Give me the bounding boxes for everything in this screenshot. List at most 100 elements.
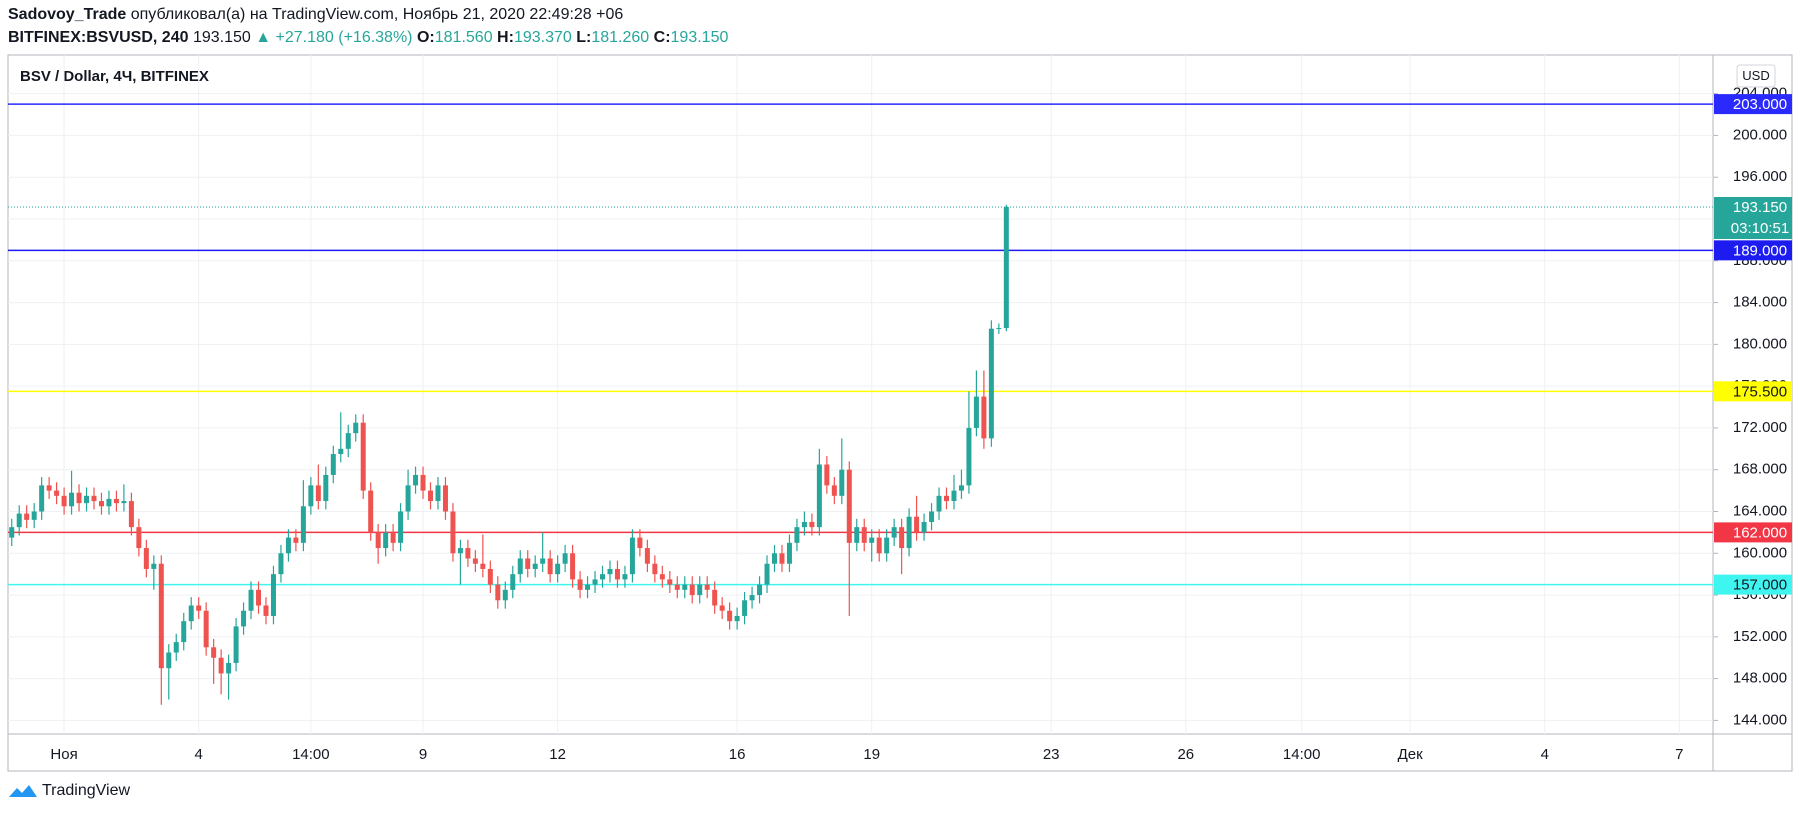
ohlc-value: 181.560 <box>434 29 493 46</box>
candle-body <box>921 521 927 533</box>
x-tick-label: 4 <box>195 746 203 763</box>
level-label: 157.000 <box>1733 577 1787 594</box>
chart: BSV / Dollar, 4Ч, BITFINEX USD Ноя 4 14:00 9 1… <box>7 54 1793 772</box>
candle-body <box>854 527 860 543</box>
candle-body <box>914 516 920 533</box>
candle-body <box>256 589 262 606</box>
candle-body <box>973 396 979 428</box>
ohlc-label: L: <box>576 29 592 46</box>
candle-body <box>622 574 628 580</box>
candle-body <box>166 652 172 669</box>
candle-body <box>891 527 897 538</box>
candle-body <box>91 495 97 502</box>
ohlc-value: 181.260 <box>591 29 650 46</box>
candle-body <box>943 495 949 502</box>
candle-body <box>801 521 807 528</box>
candle-body <box>24 513 30 520</box>
candle-body <box>929 511 935 522</box>
candle-body <box>285 537 291 554</box>
candle-body <box>61 495 67 507</box>
candle-body <box>136 527 142 549</box>
level-label: 189.000 <box>1733 242 1787 259</box>
candle-body <box>270 574 276 616</box>
candle-body <box>629 537 635 575</box>
candle-body <box>9 527 15 538</box>
candle-body <box>113 498 119 504</box>
candle-body <box>727 610 733 622</box>
candle-body <box>360 422 366 491</box>
candle-body <box>996 328 1002 330</box>
candle-body <box>592 579 598 585</box>
candle-body <box>816 464 822 528</box>
x-tick-label: 26 <box>1177 746 1194 763</box>
candle-body <box>884 537 890 554</box>
footer: TradingView <box>8 782 130 800</box>
y-tick-label: 144.000 <box>1733 711 1787 728</box>
candle-body <box>390 532 396 543</box>
candle-body <box>428 490 434 502</box>
candle-body <box>457 548 463 554</box>
candle-body <box>106 498 112 507</box>
candle-body <box>435 485 441 502</box>
x-tick-label: 12 <box>549 746 566 763</box>
candle-body <box>570 553 576 580</box>
candle-body <box>749 595 755 601</box>
candle-body <box>510 574 516 590</box>
candle-body <box>906 516 912 549</box>
candle-body <box>233 626 239 663</box>
candle-body <box>697 584 703 596</box>
candle-body <box>794 527 800 543</box>
candle-body <box>300 506 306 543</box>
level-label-box <box>1714 240 1792 261</box>
candle-body <box>375 532 381 549</box>
candle-body <box>69 492 75 507</box>
candle-body <box>121 501 127 504</box>
candle-body <box>31 511 37 520</box>
candle-body <box>450 511 456 554</box>
candle-body <box>659 574 665 580</box>
header-line-2: BITFINEX:BSVUSD, 240 193.150 ▲ +27.180 (… <box>8 29 728 47</box>
candle-body <box>831 485 837 496</box>
candle-body <box>861 527 867 543</box>
candle-body <box>600 574 606 580</box>
y-tick-label: 196.000 <box>1733 168 1787 185</box>
candle-body <box>158 563 164 669</box>
candle-body <box>772 553 778 564</box>
level-label-box <box>1714 94 1792 115</box>
price: 193.150 <box>192 29 251 46</box>
candle-body <box>652 563 658 575</box>
candle-body <box>442 485 448 512</box>
candle-body <box>958 485 964 491</box>
change: ▲ +27.180 (+16.38%) <box>255 29 413 46</box>
level-label: 175.500 <box>1733 383 1787 400</box>
candle-body <box>532 563 538 569</box>
level-label-box <box>1714 574 1792 595</box>
candle-body <box>495 584 501 601</box>
x-tick-label: 14:00 <box>292 746 330 763</box>
candle-body <box>308 485 314 507</box>
candle-body <box>966 427 972 486</box>
candle-body <box>742 600 748 616</box>
y-tick-label: 184.000 <box>1733 294 1787 311</box>
y-tick-label: 200.000 <box>1733 126 1787 143</box>
candle-body <box>562 553 568 564</box>
candle-body <box>248 589 254 611</box>
x-tick-label: 19 <box>863 746 880 763</box>
chart-frame <box>7 54 1793 772</box>
candle-body <box>876 537 882 554</box>
x-tick-label: 23 <box>1043 746 1060 763</box>
candle-body <box>644 548 650 564</box>
candle-body <box>181 621 187 643</box>
candle-body <box>39 485 45 512</box>
candle-body <box>383 532 389 549</box>
candle-body <box>540 558 546 564</box>
candle-body <box>323 474 329 502</box>
candle-body <box>98 501 104 507</box>
candle-body <box>585 584 591 590</box>
candle-body <box>128 501 134 528</box>
y-tick-label: 160.000 <box>1733 544 1787 561</box>
candle-body <box>734 615 740 622</box>
candle-body <box>674 584 680 590</box>
candle-body <box>839 469 845 496</box>
candle-body <box>84 495 90 504</box>
